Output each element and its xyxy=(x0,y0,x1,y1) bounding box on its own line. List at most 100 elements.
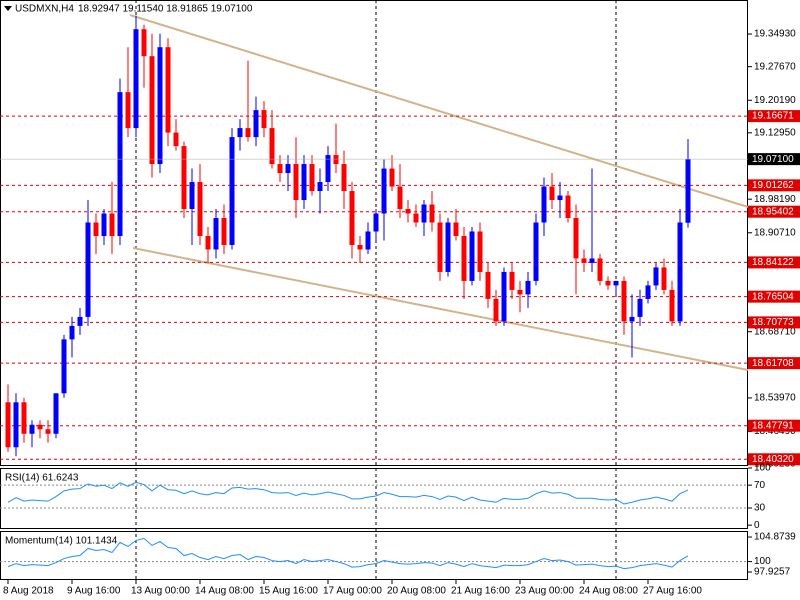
candle-body xyxy=(565,195,571,219)
candle-body xyxy=(517,289,523,295)
level-label-box xyxy=(748,256,800,269)
level-label-box xyxy=(748,179,800,192)
candle-body xyxy=(509,271,515,290)
y-tick-label: 70 xyxy=(754,480,766,491)
x-tick-label: 8 Aug 2018 xyxy=(3,586,54,597)
candle-body xyxy=(149,56,155,165)
candle-body xyxy=(157,47,163,165)
candle-body xyxy=(341,164,347,192)
candle-body xyxy=(653,267,659,286)
candle-body xyxy=(277,164,283,174)
y-tick-label: 19.20190 xyxy=(754,95,796,106)
candle-body xyxy=(125,92,131,129)
candle-body xyxy=(293,164,299,201)
candle-body xyxy=(549,186,555,201)
candle-body xyxy=(309,164,315,192)
y-tick-label: 0 xyxy=(754,520,760,531)
candle-body xyxy=(117,92,123,236)
candle-body xyxy=(317,182,323,192)
candle-body xyxy=(573,218,579,259)
candle-body xyxy=(21,402,27,434)
menu-arrow[interactable] xyxy=(4,6,12,11)
level-label: 18.40320 xyxy=(752,454,794,465)
y-tick-label: 97.9257 xyxy=(754,567,791,578)
level-label-box xyxy=(748,453,800,466)
candle-body xyxy=(269,128,275,165)
x-tick-label: 27 Aug 16:00 xyxy=(643,586,702,597)
trend-line xyxy=(129,14,749,208)
candle-body xyxy=(253,110,259,138)
candle-body xyxy=(173,132,179,147)
candle-body xyxy=(493,298,499,322)
candle-body xyxy=(389,168,395,187)
main-frame xyxy=(0,0,748,466)
candle-body xyxy=(661,267,667,290)
y-tick-label: 19.27670 xyxy=(754,61,796,72)
candle-body xyxy=(133,29,139,129)
candle-body xyxy=(109,213,115,236)
candle-body xyxy=(205,235,211,250)
candle-body xyxy=(77,316,83,326)
candle-body xyxy=(37,424,43,430)
candle-body xyxy=(421,204,427,223)
indicator-line xyxy=(7,537,689,570)
candle-body xyxy=(501,271,507,322)
candle-body xyxy=(469,231,475,281)
candle-body xyxy=(485,271,491,299)
level-label: 18.95402 xyxy=(752,206,794,217)
candle-body xyxy=(29,424,35,434)
ohlc: 18.92947 19.11540 18.91865 19.07100 xyxy=(78,4,253,15)
candle-body xyxy=(645,285,651,299)
symbol: USDMXN,H4 xyxy=(15,4,74,15)
candle-body xyxy=(637,298,643,317)
candle-body xyxy=(141,29,147,57)
y-tick-label: 18.68710 xyxy=(754,326,796,337)
candle-body xyxy=(533,222,539,281)
candle-body xyxy=(325,155,331,183)
candle-body xyxy=(13,402,19,448)
candle-body xyxy=(373,213,379,232)
y-tick-label: 19.12950 xyxy=(754,127,796,138)
candle-body xyxy=(477,231,483,272)
candle-body xyxy=(165,47,171,133)
candle-body xyxy=(581,258,587,263)
y-tick-label: 19.34930 xyxy=(754,29,796,40)
candle-body xyxy=(597,258,603,281)
candle-body xyxy=(589,258,595,263)
candle-body xyxy=(237,128,243,138)
candle-body xyxy=(189,182,195,210)
candle-body xyxy=(53,393,59,434)
x-tick-label: 14 Aug 08:00 xyxy=(195,586,254,597)
candle-body xyxy=(557,195,563,201)
candle-body xyxy=(85,222,91,317)
level-label-box xyxy=(748,316,800,329)
candle-body xyxy=(181,146,187,210)
candle-body xyxy=(541,186,547,223)
level-label: 19.01262 xyxy=(752,180,794,191)
level-label-box xyxy=(748,110,800,123)
candle-body xyxy=(629,316,635,322)
candle-body xyxy=(381,168,387,214)
rsi-frame xyxy=(0,468,748,529)
level-label-box xyxy=(748,419,800,432)
candle-body xyxy=(365,231,371,250)
current-price-box xyxy=(748,153,800,166)
candle-body xyxy=(5,402,11,448)
x-tick-label: 23 Aug 00:00 xyxy=(515,586,574,597)
candle-body xyxy=(333,155,339,165)
level-label: 18.84122 xyxy=(752,257,794,268)
x-tick-label: 9 Aug 16:00 xyxy=(67,586,121,597)
candle-body xyxy=(669,289,675,322)
x-tick-label: 13 Aug 00:00 xyxy=(131,586,190,597)
candle-body xyxy=(221,218,227,245)
candle-body xyxy=(45,429,51,434)
x-tick-label: 17 Aug 00:00 xyxy=(323,586,382,597)
candle-body xyxy=(453,222,459,236)
candle-body xyxy=(285,164,291,174)
y-tick-label: 30 xyxy=(754,503,766,514)
candle-body xyxy=(437,222,443,272)
candle-body xyxy=(429,204,435,223)
candle-body xyxy=(349,191,355,245)
y-tick-label: 104.8739 xyxy=(754,532,796,543)
